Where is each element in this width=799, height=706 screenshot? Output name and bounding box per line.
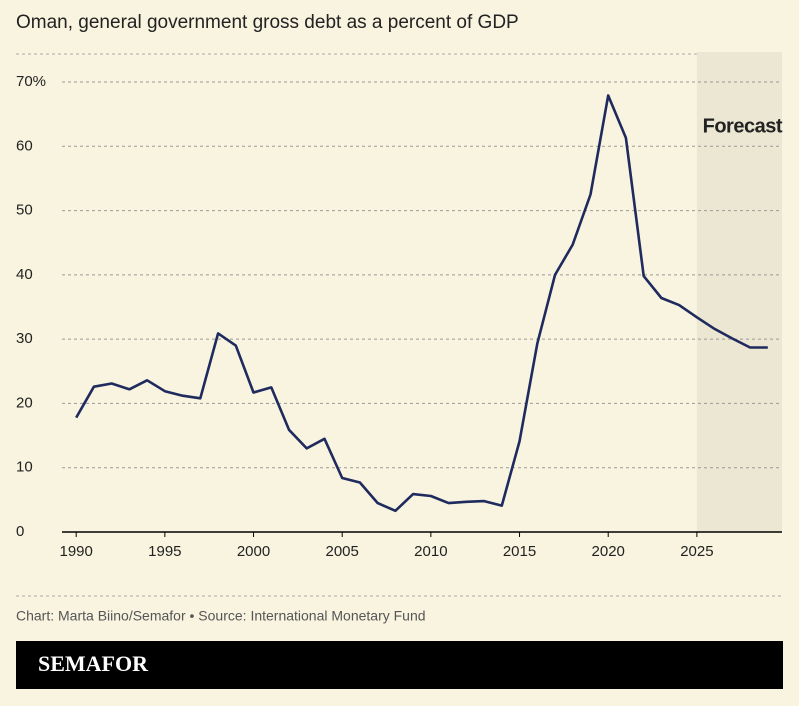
y-tick-label: 0 [16,523,24,540]
y-tick-label: 40 [16,266,33,283]
x-tick-label: 2020 [592,543,625,560]
data-line [75,94,768,513]
forecast-label: Forecast [703,115,783,137]
y-tick-label: 30 [16,330,33,347]
brand: SEMAFOR [38,651,149,676]
source: Chart: Marta Biino/Semafor • Source: Int… [16,608,426,624]
y-tick-label: 20 [16,394,33,411]
y-tick-label: 70% [16,73,46,90]
x-tick-label: 1995 [148,543,181,560]
x-tick-label: 2025 [680,543,713,560]
x-tick-label: 1990 [59,543,92,560]
x-tick-label: 2005 [326,543,359,560]
chart-title: Oman, general government gross debt as a… [16,12,519,33]
forecast-region [696,52,782,532]
x-tick-label: 2010 [414,543,447,560]
y-tick-label: 50 [16,202,33,219]
x-tick-label: 2015 [503,543,536,560]
brand-bar [16,641,783,689]
x-tick-label: 2000 [237,543,270,560]
y-tick-label: 10 [16,459,33,476]
y-tick-label: 60 [16,137,33,154]
